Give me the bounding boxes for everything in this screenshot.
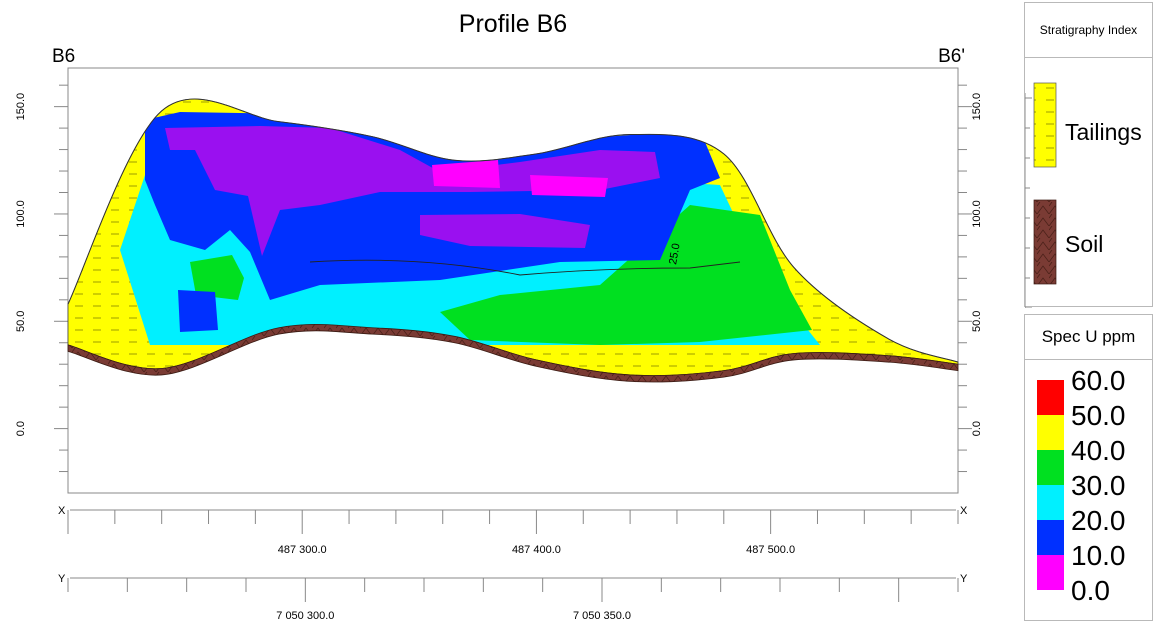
legend-label: 20.0 [1071, 505, 1126, 536]
soil-layer [67, 323, 959, 383]
zone-0-10-lower [420, 214, 590, 248]
y-axis-label-left: Y [58, 573, 66, 585]
legend-swatch [1037, 520, 1064, 555]
zone-0-10 [165, 126, 660, 256]
elevation-axis-left: 0.0 50.0 100.0 150.0 [15, 84, 68, 473]
elev-label-right: 100.0 [971, 200, 983, 228]
legend-label: 30.0 [1071, 470, 1126, 501]
x-tick-label: 487 400.0 [512, 544, 561, 556]
zone-below-0-right [530, 175, 608, 197]
soil-swatch [1033, 199, 1057, 285]
x-tick-label: 487 300.0 [278, 544, 327, 556]
legend-swatch [1037, 450, 1064, 485]
legend-label: 10.0 [1071, 540, 1126, 571]
stratigraphy-axis: 150.0 100.0 Tailings Soil [1025, 82, 1142, 308]
legend-panel: Spec U ppm 60.0 50.0 40.0 30.0 20.0 10.0 0.0 [1024, 314, 1153, 621]
surface-line [67, 98, 959, 363]
x-tick-label: 487 500.0 [746, 544, 795, 556]
elev-label-right: 150.0 [971, 93, 983, 121]
x-axis-label-right: X [960, 505, 968, 517]
elev-label-left: 50.0 [15, 311, 27, 332]
y-tick-label: 7 050 300.0 [276, 610, 334, 622]
elev-label-right: 0.0 [971, 421, 983, 436]
elev-label-left: 150.0 [15, 93, 27, 121]
legend-scale: 60.0 50.0 40.0 30.0 20.0 10.0 0.0 [1037, 365, 1126, 606]
elev-label-left: 100.0 [15, 200, 27, 228]
y-axis: 7 050 300.0 7 050 350.0 Y Y [58, 573, 968, 622]
tailings-swatch [1033, 82, 1057, 168]
tailings-label: Tailings [1065, 119, 1142, 145]
zone-30-40-left [190, 255, 244, 300]
legend-swatch [1037, 485, 1064, 520]
legend-swatch [1037, 555, 1064, 590]
legend-label: 60.0 [1071, 365, 1126, 396]
elevation-axis-right: 0.0 50.0 100.0 150.0 [958, 84, 983, 473]
legend-label: 50.0 [1071, 400, 1126, 431]
contour-25 [309, 259, 741, 276]
elev-label-left: 0.0 [15, 421, 27, 436]
cross-section [67, 98, 959, 383]
stratigraphy-panel: Stratigraphy Index 150.0 100.0 Tailings … [1024, 2, 1153, 308]
chart-title: Profile B6 [459, 10, 567, 38]
elev-label-right: 50.0 [971, 311, 983, 332]
legend-swatch [1037, 415, 1064, 450]
zone-below-0 [432, 160, 500, 188]
contour-label: 25.0 [667, 242, 683, 265]
legend-swatch [1037, 380, 1064, 415]
stratigraphy-ticks [1025, 97, 1032, 308]
stratigraphy-title: Stratigraphy Index [1025, 3, 1152, 58]
plot-frame [67, 67, 959, 494]
soil-label: Soil [1065, 231, 1103, 257]
legend-label: 40.0 [1071, 435, 1126, 466]
y-axis-label-right: Y [960, 573, 968, 585]
section-end-label: B6' [938, 46, 965, 67]
legend-label: 0.0 [1071, 575, 1110, 606]
x-axis-label-left: X [58, 505, 66, 517]
zone-10-20-lower [178, 290, 218, 332]
x-axis: 487 300.0 487 400.0 487 500.0 X X [58, 505, 968, 556]
legend-title: Spec U ppm [1025, 315, 1152, 360]
y-tick-label: 7 050 350.0 [573, 610, 631, 622]
uranium-contour-fill [120, 112, 820, 345]
zone-30-40-right [440, 205, 812, 345]
section-start-label: B6 [52, 46, 75, 67]
